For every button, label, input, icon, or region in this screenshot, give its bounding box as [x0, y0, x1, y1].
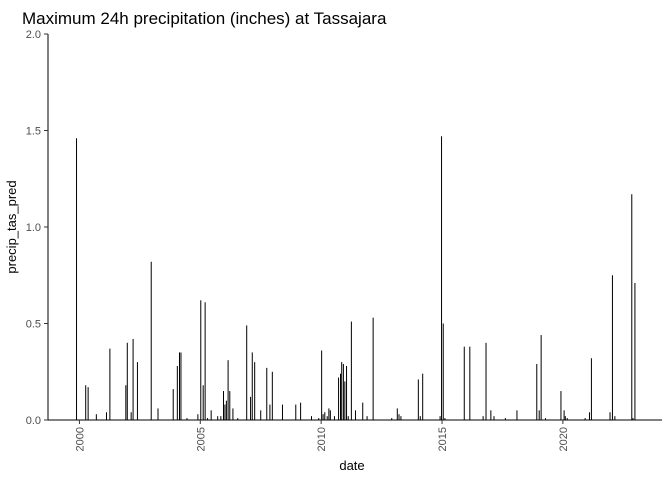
chart-title: Maximum 24h precipitation (inches) at Ta… [22, 9, 387, 28]
x-tick-label-2: 2010 [316, 427, 328, 451]
y-tick-label-1: 0.5 [26, 319, 41, 331]
y-axis-title: precip_tas_pred [4, 180, 19, 273]
bars-group [76, 136, 636, 420]
x-axis-title: date [339, 458, 364, 473]
x-tick-label-1: 2005 [195, 427, 207, 451]
y-tick-label-2: 1.0 [26, 222, 41, 234]
x-tick-label-4: 2020 [558, 427, 570, 451]
x-tick-label-0: 2000 [74, 427, 86, 451]
y-axis-ticks: 0.0 0.5 1.0 1.5 2.0 [26, 29, 48, 427]
y-tick-label-4: 2.0 [26, 29, 41, 41]
y-tick-label-3: 1.5 [26, 126, 41, 138]
x-tick-label-3: 2015 [437, 427, 449, 451]
y-tick-label-0: 0.0 [26, 415, 41, 427]
x-axis-ticks: 2000 2005 2010 2015 2020 [74, 420, 570, 451]
